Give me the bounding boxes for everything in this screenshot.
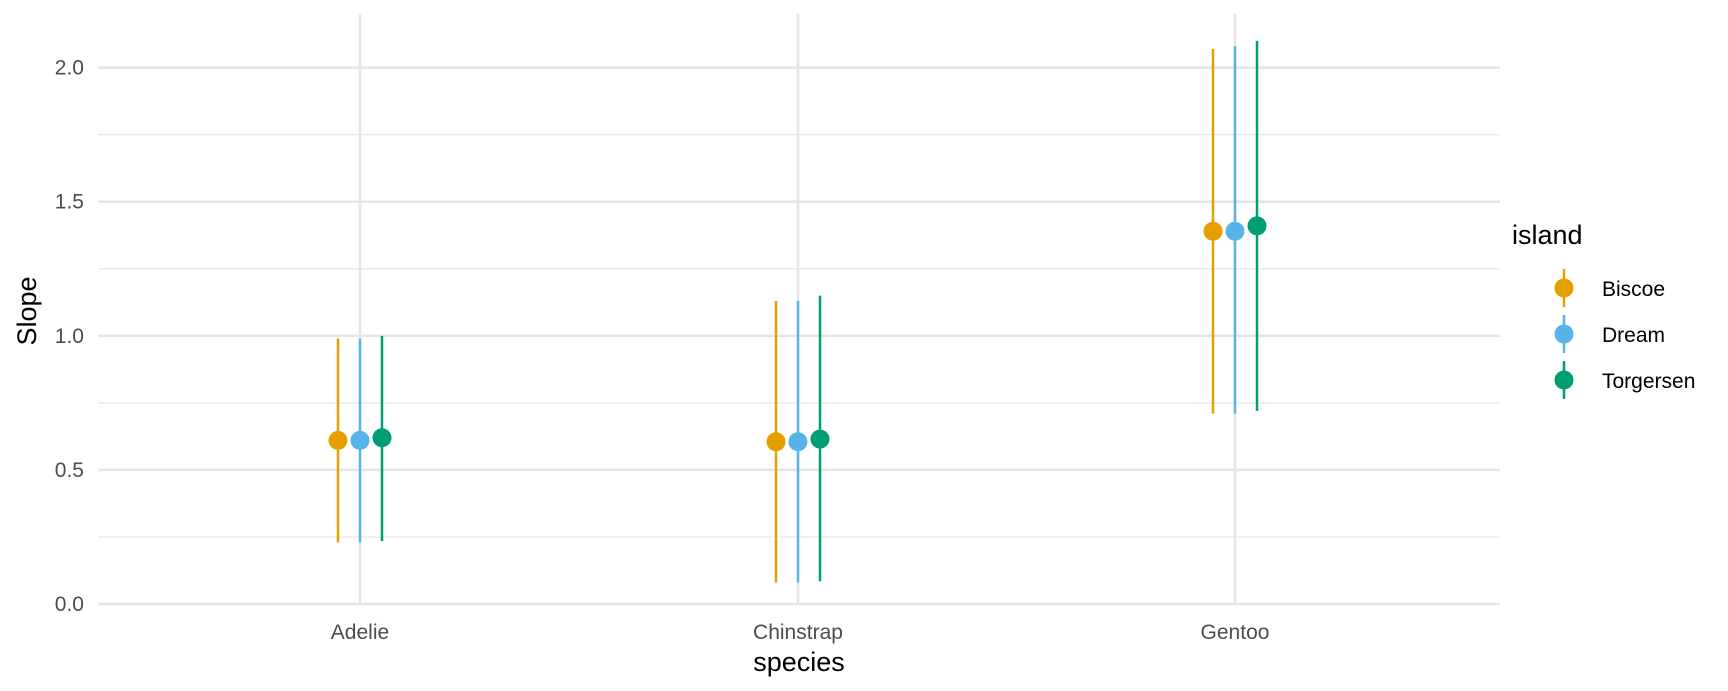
data-point: [1247, 216, 1267, 236]
y-tick-label: 0.0: [55, 593, 84, 616]
data-point: [350, 430, 370, 450]
legend-label: Biscoe: [1602, 278, 1665, 301]
data-point: [372, 428, 392, 448]
legend-label: Dream: [1602, 324, 1665, 347]
x-tick-labels: Adelie Chinstrap Gentoo: [331, 621, 1270, 644]
data-point: [788, 432, 808, 452]
y-tick-labels: 0.0 0.5 1.0 1.5 2.0: [55, 57, 84, 616]
legend-title: island: [1512, 220, 1583, 250]
legend-key-point: [1554, 278, 1574, 298]
legend-key-point: [1554, 324, 1574, 344]
y-tick-label: 2.0: [55, 57, 84, 80]
x-tick-label: Adelie: [331, 621, 389, 644]
data-point: [1203, 221, 1223, 241]
legend: island Biscoe Dream Torgersen: [1512, 220, 1695, 399]
y-tick-label: 1.5: [55, 191, 84, 214]
y-tick-label: 0.5: [55, 459, 84, 482]
x-tick-label: Chinstrap: [753, 621, 843, 644]
data-point: [766, 432, 786, 452]
data-marks: [328, 40, 1267, 583]
x-tick-label: Gentoo: [1201, 621, 1270, 644]
data-point: [1225, 221, 1245, 241]
legend-key-point: [1554, 370, 1574, 390]
data-point: [328, 430, 348, 450]
x-axis-title: species: [753, 647, 845, 677]
y-tick-label: 1.0: [55, 325, 84, 348]
data-point: [810, 429, 830, 449]
legend-label: Torgersen: [1602, 370, 1695, 393]
y-axis-title: Slope: [12, 276, 42, 345]
